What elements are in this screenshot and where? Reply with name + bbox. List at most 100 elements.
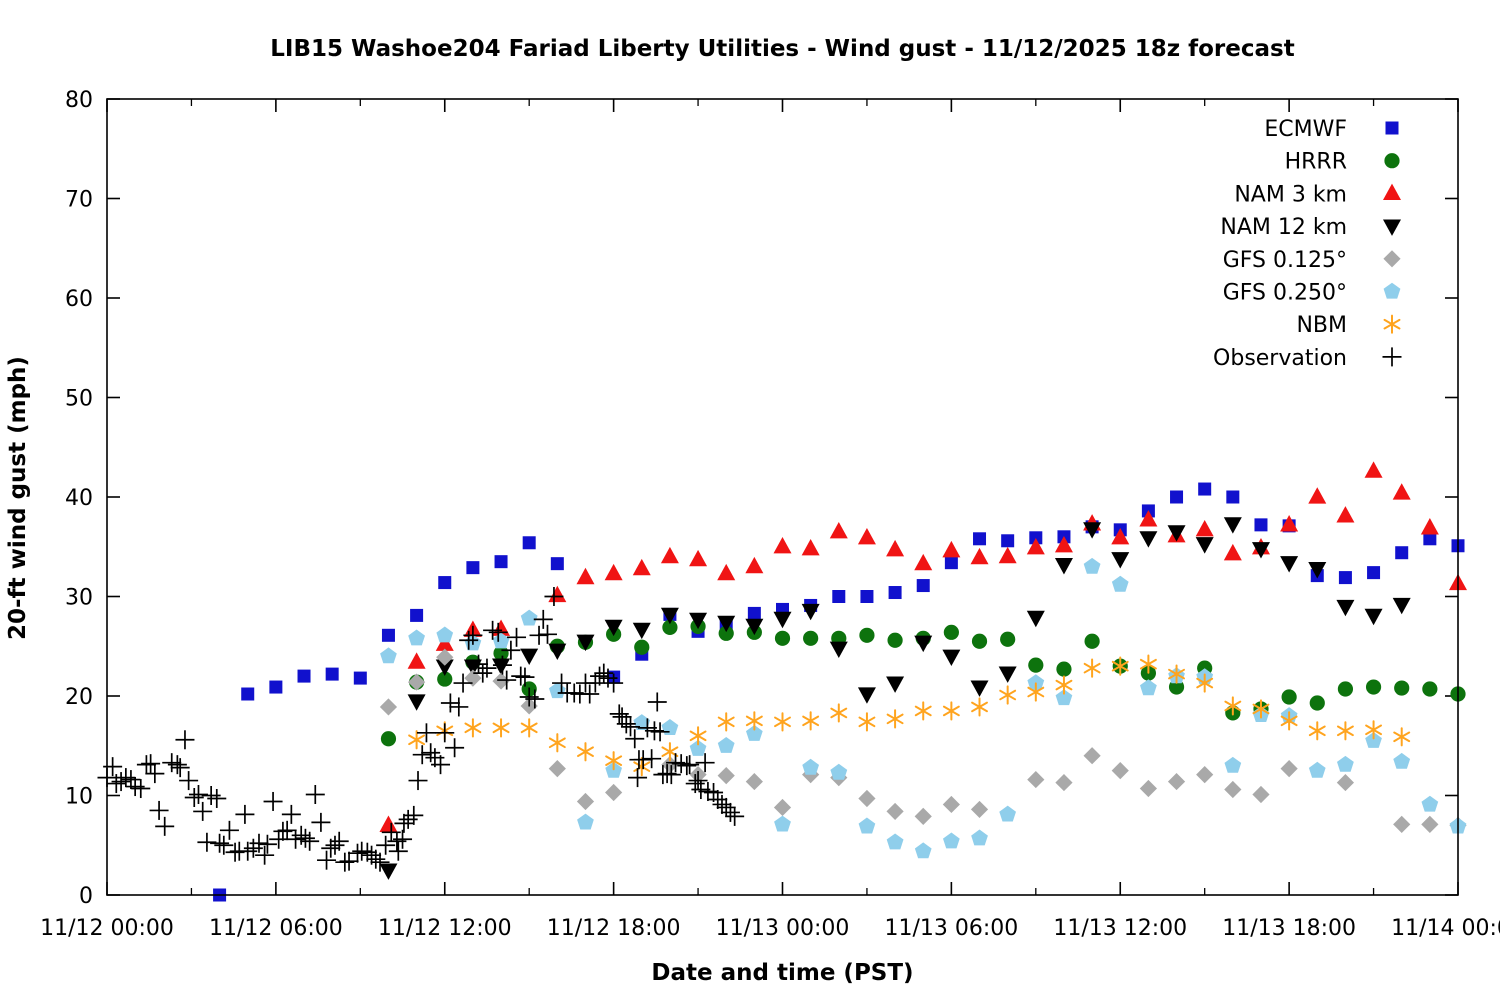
observation-point <box>116 768 136 788</box>
observation-point <box>625 729 645 749</box>
observation-point <box>167 755 187 775</box>
legend-label-nbm: NBM <box>1296 313 1347 338</box>
nbm-point <box>1393 727 1411 747</box>
observation-point <box>421 743 441 763</box>
observation-point <box>525 689 545 709</box>
gfs-0-250-point <box>802 758 819 775</box>
gfs-0-250-point <box>1083 557 1101 574</box>
nam-3-km-point <box>1111 527 1130 545</box>
nam-12-km-point <box>1167 525 1186 542</box>
observation-point <box>628 768 648 788</box>
observation-point <box>552 673 572 693</box>
observation-point <box>131 779 151 799</box>
observation-point <box>431 755 451 775</box>
nam-12-km-point <box>1054 558 1073 575</box>
nbm-point <box>1336 721 1354 741</box>
gfs-0-125-point <box>576 792 595 811</box>
observation-point <box>459 630 479 650</box>
observation-point <box>609 704 629 724</box>
legend-marker-gfs-0-125 <box>1383 250 1401 268</box>
observation-point <box>671 754 691 774</box>
gfs-0-125-point <box>773 798 792 817</box>
gfs-0-250-point <box>1421 795 1439 812</box>
x-tick-label-0: 11/12 00:00 <box>40 916 174 941</box>
observation-point <box>366 849 386 869</box>
gfs-0-250-point <box>858 817 876 834</box>
legend-marker-nbm <box>1383 314 1401 334</box>
ecmwf-point <box>438 576 452 590</box>
nbm-point <box>577 742 594 762</box>
observation-point <box>106 774 126 794</box>
hrrr-point <box>662 619 678 635</box>
nam-3-km-point <box>576 567 595 585</box>
observation-point <box>352 841 372 861</box>
nbm-point <box>548 733 566 753</box>
nam-12-km-point <box>1195 537 1214 554</box>
observation-point <box>238 841 258 861</box>
gfs-0-125-point <box>548 760 566 778</box>
nam-3-km-point <box>942 540 961 558</box>
ecmwf-point <box>466 561 480 575</box>
gfs-0-250-point <box>380 647 397 664</box>
observation-point <box>716 797 736 817</box>
nbm-point <box>999 685 1017 705</box>
observation-point <box>273 821 293 841</box>
observation-point <box>720 802 740 822</box>
observation-point <box>501 640 521 660</box>
ecmwf-point <box>241 687 255 701</box>
observation-point <box>677 756 697 776</box>
nbm-point <box>1196 673 1214 693</box>
observation-point <box>281 804 301 824</box>
nam-3-km-point <box>1026 537 1045 555</box>
observation-point <box>695 753 715 773</box>
observation-point <box>453 673 473 693</box>
observation-point <box>193 801 213 821</box>
observation-point <box>219 820 239 840</box>
x-axis-title: Date and time (PST) <box>651 960 914 986</box>
nam-12-km-point <box>745 618 764 636</box>
nam-12-km-point <box>1364 608 1383 626</box>
series-nam-12-km <box>379 517 1411 880</box>
nbm-point <box>633 757 651 777</box>
legend-label-observation: Observation <box>1213 346 1347 371</box>
gfs-0-125-point <box>1393 815 1411 833</box>
observation-point <box>339 851 359 871</box>
nbm-point <box>914 701 932 721</box>
observation-point <box>544 587 564 606</box>
gfs-0-125-point <box>464 669 482 687</box>
gfs-0-125-point <box>914 807 932 825</box>
observation-point <box>184 787 204 807</box>
nbm-point <box>492 718 510 738</box>
gfs-0-250-point <box>1224 756 1242 773</box>
ecmwf-point <box>944 556 958 570</box>
gfs-0-250-point <box>689 739 707 756</box>
nbm-point <box>408 730 426 750</box>
nam-3-km-point <box>998 546 1017 564</box>
nbm-point <box>1111 656 1129 676</box>
nam-12-km-point <box>1392 597 1411 615</box>
nam-12-km-point <box>717 615 736 633</box>
observation-point <box>604 673 624 693</box>
gfs-0-125-point <box>408 673 426 691</box>
gfs-0-250-point <box>492 632 510 649</box>
observation-point <box>533 609 553 629</box>
ecmwf-point <box>1170 490 1184 504</box>
observation-point <box>633 750 653 770</box>
observation-point <box>335 852 355 872</box>
gfs-0-250-point <box>1337 755 1354 772</box>
observation-point <box>103 757 123 777</box>
hrrr-point <box>1281 689 1297 705</box>
legend-item-gfs-0-125: GFS 0.125° <box>1223 248 1401 273</box>
ecmwf-point <box>1254 518 1268 532</box>
ecmwf-point <box>1198 482 1212 496</box>
y-tick-label-0: 0 <box>79 884 93 909</box>
observation-point <box>412 745 432 765</box>
nbm-point <box>520 718 538 738</box>
ecmwf-point <box>1395 546 1409 560</box>
gfs-0-125-point <box>1252 785 1270 804</box>
nbm-point <box>717 712 735 732</box>
hrrr-point <box>1084 633 1100 649</box>
observation-point <box>515 667 535 687</box>
observation-point <box>488 622 508 642</box>
y-axis-title: 20-ft wind gust (mph) <box>5 356 31 640</box>
